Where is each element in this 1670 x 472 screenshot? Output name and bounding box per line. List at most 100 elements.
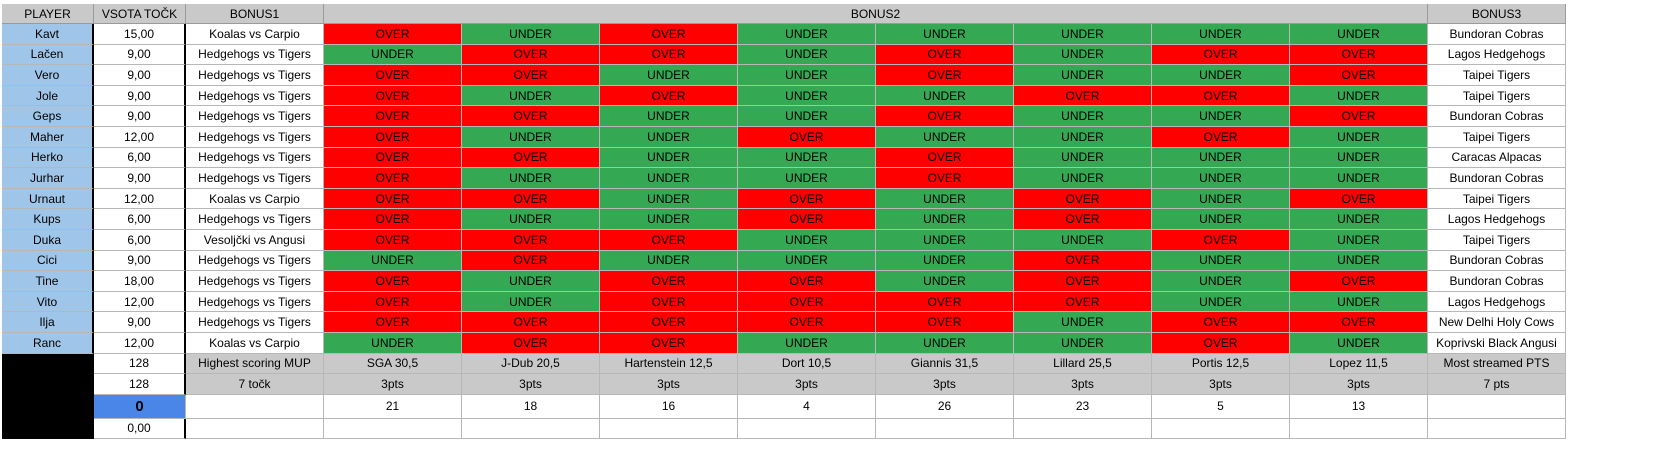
bonus2-pick-cell[interactable]: OVER	[324, 271, 462, 292]
bonus2-pick-cell[interactable]: OVER	[600, 333, 738, 354]
bonus2-pick-cell[interactable]: UNDER	[876, 24, 1014, 45]
bonus2-pick-cell[interactable]: UNDER	[1290, 250, 1428, 272]
player-points-cell[interactable]: 15,00	[94, 24, 186, 45]
bonus1-pick-cell[interactable]: Hedgehogs vs Tigers	[186, 44, 324, 66]
bonus1-pick-cell[interactable]: Hedgehogs vs Tigers	[186, 209, 324, 230]
bonus2-pick-cell[interactable]: UNDER	[1014, 127, 1152, 148]
player-points-cell[interactable]: 12,00	[94, 291, 186, 313]
bonus2-pick-cell[interactable]: UNDER	[738, 168, 876, 189]
bonus2-pick-cell[interactable]: UNDER	[1152, 250, 1290, 272]
bonus2-pick-cell[interactable]: OVER	[462, 333, 600, 354]
player-points-cell[interactable]: 6,00	[94, 230, 186, 251]
empty-cell[interactable]	[600, 418, 738, 439]
player-points-cell[interactable]: 12,00	[94, 333, 186, 354]
bonus2-pick-cell[interactable]: UNDER	[876, 188, 1014, 210]
player-name-cell[interactable]: Vito	[2, 291, 94, 313]
bonus2-pick-cell[interactable]: UNDER	[1014, 333, 1152, 354]
bonus1-pick-cell[interactable]: Koalas vs Carpio	[186, 188, 324, 210]
bonus2-pick-cell[interactable]: OVER	[1014, 188, 1152, 210]
empty-cell[interactable]	[1014, 418, 1152, 439]
bonus2-pick-cell[interactable]: OVER	[324, 85, 462, 107]
bonus2-pick-cell[interactable]: UNDER	[462, 291, 600, 313]
bonus3-pick-cell[interactable]: Bundoran Cobras	[1428, 271, 1566, 292]
bonus2-pick-cell[interactable]: OVER	[876, 44, 1014, 66]
bonus1-pick-cell[interactable]: Hedgehogs vs Tigers	[186, 291, 324, 313]
bonus3-pick-cell[interactable]: Lagos Hedgehogs	[1428, 209, 1566, 230]
bonus2-pick-cell[interactable]: UNDER	[1152, 168, 1290, 189]
bonus2-pick-cell[interactable]: OVER	[876, 65, 1014, 86]
bonus2-pick-cell[interactable]: OVER	[324, 168, 462, 189]
bonus2-pick-cell[interactable]: UNDER	[1152, 106, 1290, 127]
player-name-cell[interactable]: Ranc	[2, 333, 94, 354]
bonus1-pick-cell[interactable]: Hedgehogs vs Tigers	[186, 312, 324, 333]
bonus1-pick-cell[interactable]: Hedgehogs vs Tigers	[186, 65, 324, 86]
bonus2-pick-cell[interactable]: UNDER	[738, 250, 876, 272]
header-bonus2[interactable]: BONUS2	[324, 4, 1428, 24]
bonus2-result-cell[interactable]: 21	[324, 394, 462, 419]
player-points-cell[interactable]: 18,00	[94, 271, 186, 292]
header-bonus1[interactable]: BONUS1	[186, 4, 324, 24]
bonus2-pick-cell[interactable]: UNDER	[1152, 209, 1290, 230]
bonus1-pick-cell[interactable]: Hedgehogs vs Tigers	[186, 250, 324, 272]
bonus2-pick-cell[interactable]: OVER	[324, 188, 462, 210]
bonus2-pick-cell[interactable]: UNDER	[1290, 127, 1428, 148]
player-name-cell[interactable]: Tine	[2, 271, 94, 292]
bonus2-category-cell[interactable]: SGA 30,5	[324, 353, 462, 375]
bonus2-pick-cell[interactable]: OVER	[600, 291, 738, 313]
player-points-cell[interactable]: 9,00	[94, 85, 186, 107]
bonus2-pick-cell[interactable]: OVER	[324, 230, 462, 251]
bonus2-pick-cell[interactable]: OVER	[324, 147, 462, 169]
bonus2-pick-cell[interactable]: UNDER	[1014, 65, 1152, 86]
bonus2-points-cell[interactable]: 3pts	[876, 374, 1014, 395]
bonus2-category-cell[interactable]: Lopez 11,5	[1290, 353, 1428, 375]
bonus3-pick-cell[interactable]: Caracas Alpacas	[1428, 147, 1566, 169]
bonus2-pick-cell[interactable]: UNDER	[600, 147, 738, 169]
bonus1-pick-cell[interactable]: Hedgehogs vs Tigers	[186, 168, 324, 189]
total-sum-cell[interactable]: 128	[94, 374, 186, 395]
player-points-cell[interactable]: 9,00	[94, 250, 186, 272]
bonus2-category-cell[interactable]: Portis 12,5	[1152, 353, 1290, 375]
bonus2-pick-cell[interactable]: UNDER	[738, 106, 876, 127]
bonus2-pick-cell[interactable]: UNDER	[1014, 230, 1152, 251]
bonus3-pick-cell[interactable]: Taipei Tigers	[1428, 85, 1566, 107]
bonus2-pick-cell[interactable]: OVER	[1152, 312, 1290, 333]
bonus2-pick-cell[interactable]: OVER	[738, 209, 876, 230]
bonus2-pick-cell[interactable]: OVER	[876, 106, 1014, 127]
bonus2-pick-cell[interactable]: OVER	[1152, 44, 1290, 66]
bonus1-points-cell[interactable]: 7 točk	[186, 374, 324, 395]
bonus2-pick-cell[interactable]: OVER	[1152, 127, 1290, 148]
player-name-cell[interactable]: Urnaut	[2, 188, 94, 210]
bonus1-pick-cell[interactable]: Koalas vs Carpio	[186, 333, 324, 354]
bonus3-pick-cell[interactable]: Bundoran Cobras	[1428, 24, 1566, 45]
bonus2-pick-cell[interactable]: UNDER	[600, 168, 738, 189]
bonus2-pick-cell[interactable]: UNDER	[1290, 230, 1428, 251]
bonus2-pick-cell[interactable]: UNDER	[1290, 24, 1428, 45]
bonus2-pick-cell[interactable]: OVER	[462, 44, 600, 66]
bonus2-pick-cell[interactable]: OVER	[600, 271, 738, 292]
bonus2-pick-cell[interactable]: OVER	[462, 312, 600, 333]
empty-cell[interactable]	[876, 418, 1014, 439]
bonus2-pick-cell[interactable]: UNDER	[876, 209, 1014, 230]
bonus3-pick-cell[interactable]: Lagos Hedgehogs	[1428, 291, 1566, 313]
bonus2-pick-cell[interactable]: OVER	[462, 65, 600, 86]
bonus2-pick-cell[interactable]: UNDER	[876, 333, 1014, 354]
bonus2-category-cell[interactable]: Lillard 25,5	[1014, 353, 1152, 375]
bonus2-pick-cell[interactable]: OVER	[1290, 65, 1428, 86]
bonus2-pick-cell[interactable]: UNDER	[462, 85, 600, 107]
bonus3-pick-cell[interactable]: Taipei Tigers	[1428, 65, 1566, 86]
bonus2-pick-cell[interactable]: UNDER	[462, 168, 600, 189]
bonus2-result-cell[interactable]: 23	[1014, 394, 1152, 419]
bonus2-result-cell[interactable]: 4	[738, 394, 876, 419]
bonus2-result-cell[interactable]: 26	[876, 394, 1014, 419]
bonus2-pick-cell[interactable]: UNDER	[738, 230, 876, 251]
bonus2-pick-cell[interactable]: OVER	[1290, 188, 1428, 210]
bonus2-pick-cell[interactable]: UNDER	[876, 250, 1014, 272]
bonus2-pick-cell[interactable]: OVER	[1290, 312, 1428, 333]
bonus2-pick-cell[interactable]: OVER	[600, 24, 738, 45]
bonus2-pick-cell[interactable]: UNDER	[1152, 147, 1290, 169]
bonus1-pick-cell[interactable]: Vesoljčki vs Angusi	[186, 230, 324, 251]
bonus2-pick-cell[interactable]: OVER	[462, 230, 600, 251]
bonus2-pick-cell[interactable]: OVER	[1014, 209, 1152, 230]
empty-cell[interactable]	[462, 418, 600, 439]
bonus2-pick-cell[interactable]: OVER	[876, 291, 1014, 313]
